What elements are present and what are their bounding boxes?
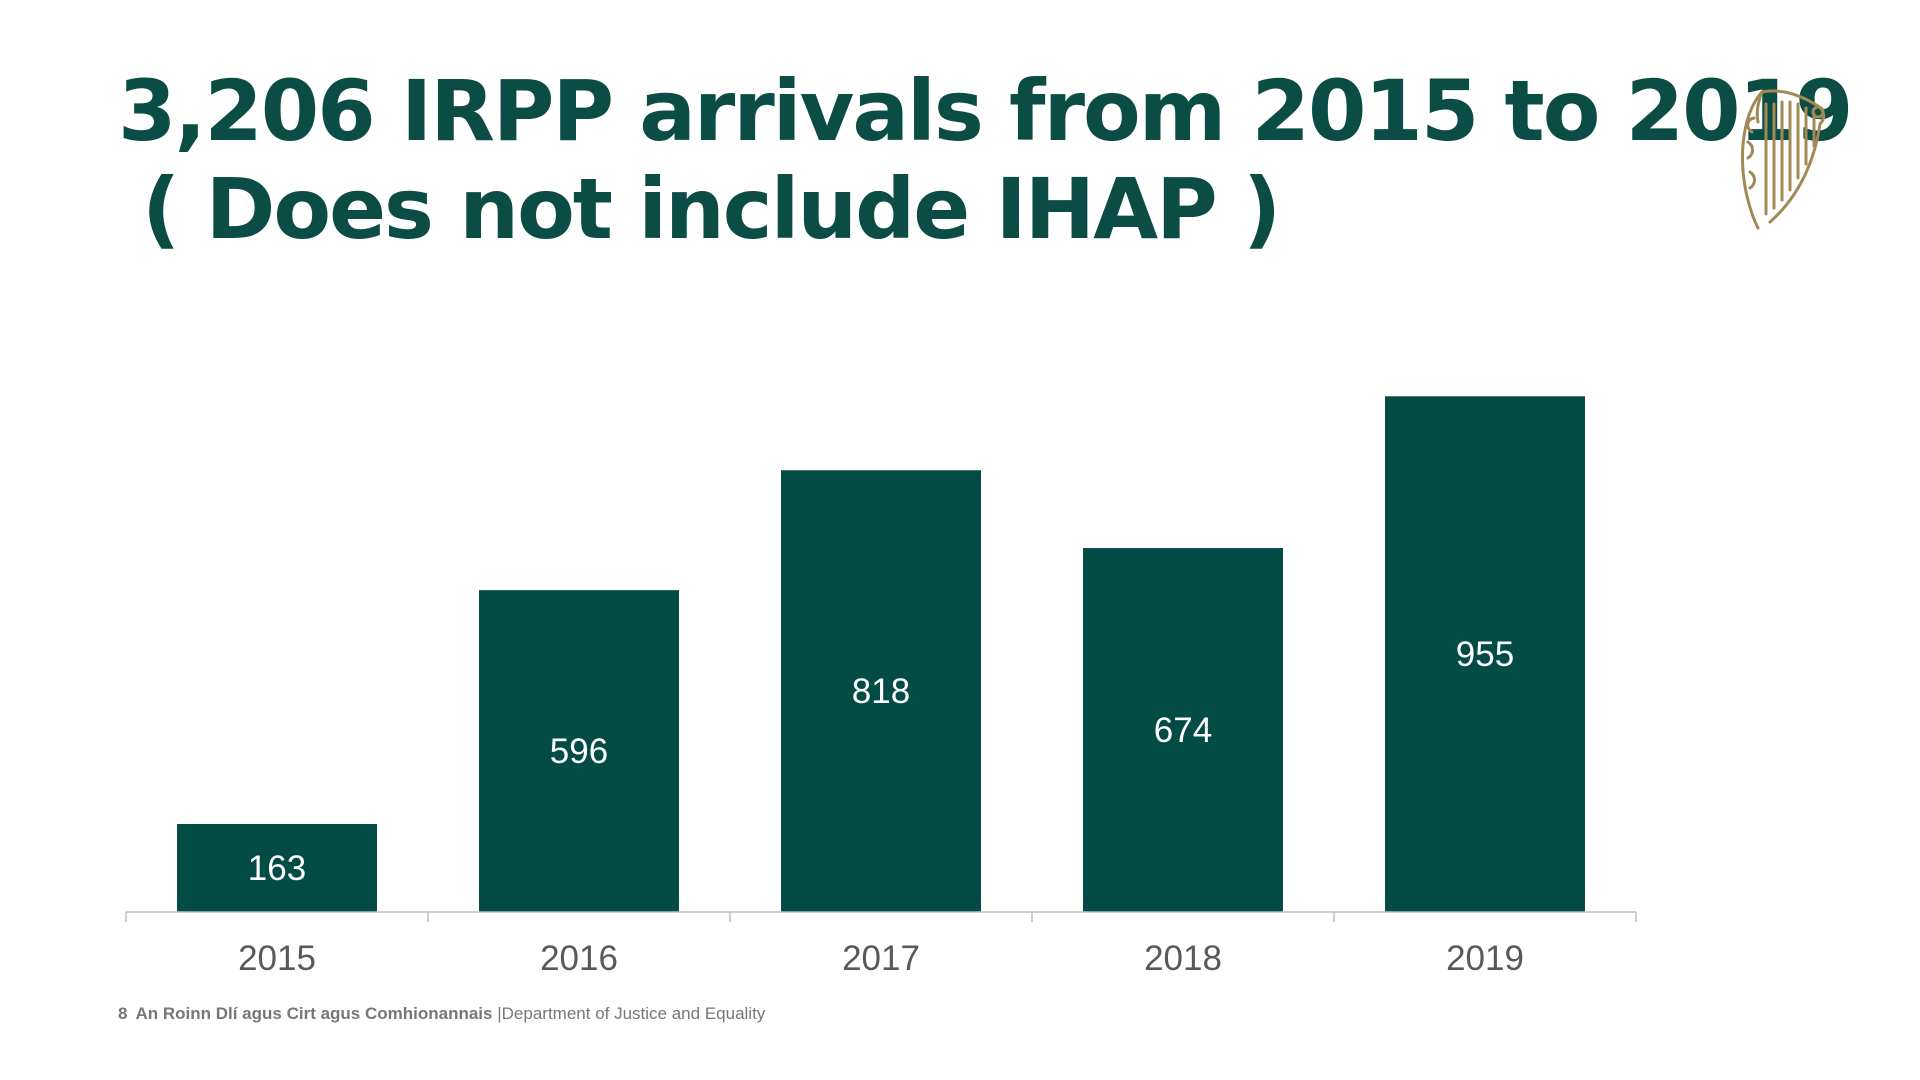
- x-tick-label-2017: 2017: [842, 939, 920, 978]
- bar-2015: [177, 823, 377, 912]
- data-label-2017: 818: [852, 672, 910, 711]
- footer-irish-name: An Roinn Dlí agus Cirt agus Comhionannai…: [135, 1004, 493, 1023]
- x-tick-label-2018: 2018: [1144, 939, 1222, 978]
- data-label-2015: 163: [248, 849, 306, 888]
- x-tick-label-2019: 2019: [1446, 939, 1524, 978]
- bar-2018: [1083, 548, 1283, 912]
- harp-emblem-icon: [1741, 89, 1826, 230]
- bar-2017: [781, 470, 981, 912]
- data-label-2016: 596: [550, 732, 608, 771]
- page-number: 8: [118, 1004, 128, 1023]
- x-tick-label-2016: 2016: [540, 939, 618, 978]
- data-label-2018: 674: [1154, 711, 1212, 750]
- title-line-2: ( Does not include IHAP ): [142, 160, 1281, 258]
- x-tick-label-2015: 2015: [238, 939, 316, 978]
- footer-separator: |: [497, 1004, 502, 1023]
- data-label-2019: 955: [1456, 635, 1514, 674]
- bar-2019: [1385, 396, 1585, 912]
- title-line-1: 3,206 IRPP arrivals from 2015 to 2019: [118, 62, 1853, 160]
- footer-english-name: Department of Justice and Equality: [501, 1004, 766, 1023]
- bar-2016: [479, 590, 679, 912]
- page-title: 3,206 IRPP arrivals from 2015 to 2019 ( …: [118, 62, 1853, 258]
- footer: 8 An Roinn Dlí agus Cirt agus Comhionanna…: [118, 1004, 765, 1024]
